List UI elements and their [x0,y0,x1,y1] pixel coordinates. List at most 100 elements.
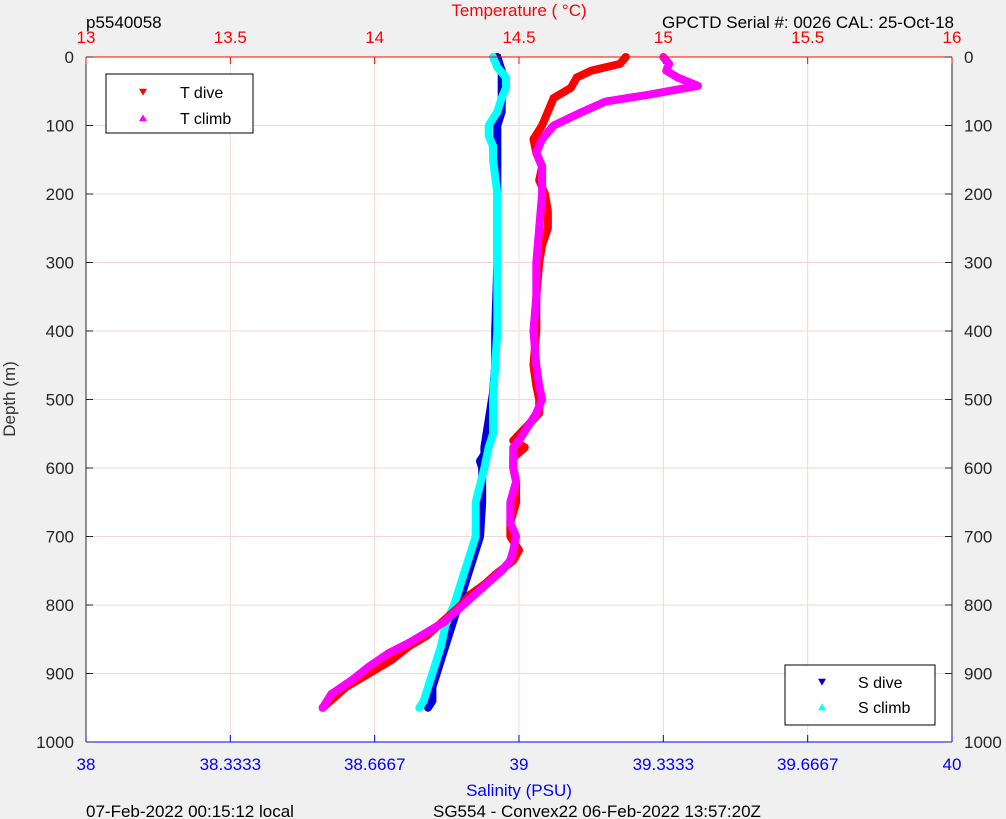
t-climb-point [486,577,494,584]
depth-tick-label-left: 200 [46,185,74,204]
s-climb-point [485,132,493,139]
t-climb-point [674,74,682,81]
t-climb-point [694,82,702,89]
t-climb-point [532,149,540,156]
depth-tick-label-right: 200 [964,185,992,204]
t-climb-point [512,478,520,485]
legend-s-climb-marker [818,703,826,711]
s-climb-point [428,670,436,677]
series-s-climb [415,53,511,712]
t-dive-point [538,122,546,129]
t-climb-point [535,382,543,389]
depth-tick-label-left: 0 [65,48,74,67]
salinity-axis-title: Salinity (PSU) [466,781,572,800]
t-climb-point [538,163,546,170]
series-layer [318,53,702,712]
depth-tick-label-right: 500 [964,391,992,410]
s-climb-point [502,84,510,91]
depth-tick-label-right: 800 [964,596,992,615]
salinity-tick-label: 40 [943,755,962,774]
t-climb-point [512,533,520,540]
s-climb-point [459,574,467,581]
salinity-tick-label: 39.3333 [633,755,694,774]
depth-tick-label-left: 1000 [36,733,74,752]
t-climb-point [550,122,558,129]
s-climb-point [489,396,497,403]
depth-tick-label-left: 100 [46,117,74,136]
s-climb-point [420,697,428,704]
s-dive-point [424,704,432,711]
legend-s-dive-label: S dive [858,675,903,692]
s-climb-point [433,656,441,663]
salinity-tick-label: 38.3333 [200,755,261,774]
depth-tick-label-right: 0 [964,48,973,67]
t-climb-point [535,403,543,410]
depth-tick-label-left: 800 [46,596,74,615]
t-climb-trace [318,53,702,712]
temperature-legend-box [105,73,254,134]
s-climb-point [472,519,480,526]
salinity-tick-label: 39.6667 [777,755,838,774]
s-climb-point [502,74,510,81]
header-right-label: GPCTD Serial #: 0026 CAL: 25-Oct-18 [662,13,954,32]
t-climb-point [347,677,356,684]
t-climb-point [509,444,517,451]
t-dive-point [521,444,529,451]
t-climb-point [498,567,506,574]
t-climb-point [538,135,546,143]
salinity-legend: S dive S climb [784,664,936,726]
temperature-tick-label: 16 [943,28,962,47]
s-climb-point [493,327,501,334]
t-dive-point [544,208,552,215]
s-dive-point [478,499,486,506]
t-climb-point [665,60,673,67]
s-climb-point [485,444,493,451]
depth-tick-label-right: 900 [964,665,992,684]
t-climb-point [602,98,610,105]
footer-left-label: 07-Feb-2022 00:15:12 local [86,802,294,819]
s-climb-point [415,704,424,711]
t-dive-point [567,84,575,92]
t-climb-point [578,108,587,115]
t-dive-point [616,60,624,68]
header-left-label: p5540058 [86,13,162,32]
footer-right-label: SG554 - Convex22 06-Feb-2022 13:57:20Z [433,802,761,819]
depth-tick-label-right: 100 [964,117,992,136]
t-dive-point [573,74,581,81]
t-climb-point [474,588,483,595]
t-dive-point [587,67,595,74]
ticks-layer: 13 13.5 14 14.5 15 15.5 16 38 38.3333 38.6667 39 39… [36,28,1002,774]
series-t-climb [318,53,702,712]
t-dive-point [550,95,558,102]
t-climb-point [440,618,448,626]
s-climb-point [424,683,432,691]
t-climb-point [506,557,514,564]
t-climb-point [529,327,538,334]
temperature-tick-label: 14 [365,28,384,47]
s-climb-point [493,108,501,115]
s-climb-point [493,190,501,197]
temperature-tick-label: 13 [77,28,96,47]
temperature-tick-label: 15.5 [791,28,824,47]
s-climb-point [472,499,480,506]
t-climb-point [405,639,413,646]
temperature-tick-label: 14.5 [502,28,535,47]
salinity-tick-label: 38 [77,755,96,774]
t-climb-point [509,546,517,554]
depth-axis-title: Depth (m) [0,361,19,437]
s-climb-point [493,259,501,266]
depth-tick-label-left: 700 [46,528,74,547]
s-climb-point [463,560,471,567]
s-climb-point [491,362,499,369]
t-climb-point [509,464,517,471]
t-climb-point [506,519,514,526]
t-climb-point [535,225,543,232]
t-climb-point [662,67,670,74]
t-dive-point [529,136,538,143]
s-climb-point [480,464,488,471]
t-climb-point [365,663,373,670]
s-dive-point [476,458,484,465]
t-dive-point [388,656,396,664]
depth-tick-label-left: 300 [46,254,74,273]
legend-t-dive-label: T dive [180,85,223,102]
